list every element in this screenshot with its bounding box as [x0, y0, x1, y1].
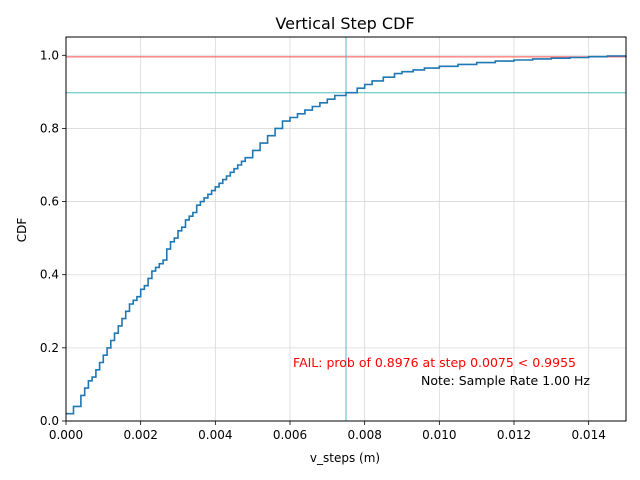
y-tick-label: 0.6 — [40, 195, 59, 209]
x-tick-label: 0.008 — [347, 428, 381, 442]
plot-frame — [65, 36, 627, 422]
x-tick-label: 0.006 — [273, 428, 307, 442]
x-tick-label: 0.002 — [123, 428, 157, 442]
y-tick-label: 0.4 — [40, 268, 59, 282]
cdf-series-line — [66, 55, 627, 415]
chart-title: Vertical Step CDF — [275, 14, 414, 33]
x-tick-label: 0.014 — [571, 428, 605, 442]
x-tick-label: 0.012 — [497, 428, 531, 442]
y-tick-label: 0.0 — [40, 414, 59, 428]
sample-rate-note: Note: Sample Rate 1.00 Hz — [421, 373, 590, 388]
x-tick-label: 0.004 — [198, 428, 232, 442]
x-axis-ticks: 0.000 0.002 0.004 0.006 0.008 0.010 0.012 0.014 — [49, 421, 606, 442]
y-axis-label: CDF — [15, 218, 29, 243]
y-tick-label: 1.0 — [40, 48, 59, 62]
x-tick-label: 0.000 — [49, 428, 83, 442]
y-tick-label: 0.8 — [40, 121, 59, 135]
y-axis-ticks: 0.0 0.2 0.4 0.6 0.8 1.0 — [40, 48, 66, 428]
series-layer — [66, 55, 627, 415]
y-tick-label: 0.2 — [40, 341, 59, 355]
fail-annotation: FAIL: prob of 0.8976 at step 0.0075 < 0.… — [293, 355, 576, 370]
x-tick-label: 0.010 — [422, 428, 456, 442]
x-axis-label: v_steps (m) — [310, 451, 380, 465]
